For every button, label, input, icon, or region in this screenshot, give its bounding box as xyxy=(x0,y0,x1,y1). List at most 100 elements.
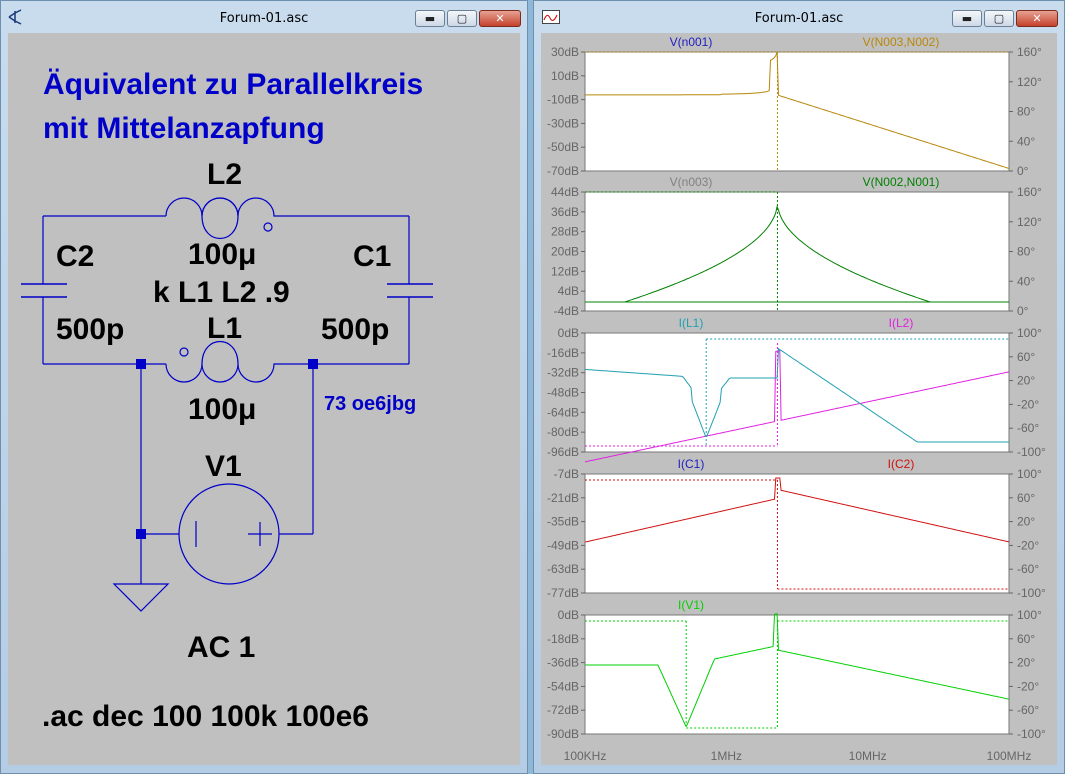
trace-label: I(V1) xyxy=(678,598,704,612)
y-axis-tick-label: -96dB xyxy=(547,445,579,459)
magnitude-trace xyxy=(585,205,1009,303)
trace-label: V(n001) xyxy=(670,35,713,49)
magnitude-trace xyxy=(584,477,1010,543)
C2-value-label: 500p xyxy=(56,313,124,346)
y-axis-tick-label: 20dB xyxy=(551,245,579,259)
maximize-icon: ▢ xyxy=(993,12,1005,25)
y-axis-tick-label: -49dB xyxy=(547,538,579,552)
trace-label: I(C1) xyxy=(678,457,705,471)
y-axis-tick-label: 4dB xyxy=(558,284,579,298)
ac-analysis-directive: .ac dec 100 100k 100e6 xyxy=(42,700,369,733)
magnitude-trace xyxy=(584,349,1010,463)
phase-axis-tick-label: 100° xyxy=(1017,608,1042,622)
maximize-button[interactable]: ▢ xyxy=(447,10,477,27)
y-axis-tick-label: -90dB xyxy=(547,727,579,741)
C2-name-label: C2 xyxy=(56,240,94,273)
y-axis-tick-label: -32dB xyxy=(547,366,579,380)
phase-axis-tick-label: -100° xyxy=(1017,445,1046,459)
y-axis-tick-label: 12dB xyxy=(551,264,579,278)
y-axis-tick-label: 0dB xyxy=(558,608,579,622)
trace-label: I(L2) xyxy=(889,316,914,330)
y-axis-tick-label: -70dB xyxy=(547,164,579,178)
y-axis-tick-label: -80dB xyxy=(547,425,579,439)
phase-axis-tick-label: 80° xyxy=(1017,105,1035,119)
phase-axis-tick-label: 20° xyxy=(1017,374,1035,388)
phase-axis-tick-label: 60° xyxy=(1017,491,1035,505)
phase-axis-tick-label: 60° xyxy=(1017,350,1035,364)
phase-axis-tick-label: -60° xyxy=(1017,421,1039,435)
phase-axis-tick-label: 160° xyxy=(1017,45,1042,59)
plot-pane-2[interactable]: 44dB 36dB 28dB 20dB 12dB 4dB -4dB 160° 120° 80° 40… xyxy=(551,175,1042,318)
window-title: Forum-01.asc xyxy=(754,11,844,26)
minimize-button[interactable]: ▬ xyxy=(415,10,445,27)
L1-name-label: L1 xyxy=(207,312,242,345)
phase-axis-tick-label: 0° xyxy=(1017,304,1029,318)
y-axis-tick-label: 36dB xyxy=(551,205,579,219)
x-axis-tick-label: 10MHz xyxy=(849,749,887,763)
V1-value-label: AC 1 xyxy=(187,631,255,664)
trace-label: V(n003) xyxy=(670,175,713,189)
phase-axis-tick-label: -100° xyxy=(1017,586,1046,600)
phase-axis-tick-label: 120° xyxy=(1017,75,1042,89)
inductor-L2-coil xyxy=(165,197,288,217)
minimize-button[interactable]: ▬ xyxy=(952,10,982,27)
y-axis-tick-label: -36dB xyxy=(547,656,579,670)
maximize-button[interactable]: ▢ xyxy=(984,10,1014,27)
phase-axis-tick-label: 160° xyxy=(1017,185,1042,199)
inductor-L1-coil xyxy=(165,363,288,383)
magnitude-trace xyxy=(585,613,1010,727)
y-axis-tick-label: -16dB xyxy=(547,346,579,360)
waveform-window: Forum-01.asc ▬ ▢ ✕ 30dB 10dB -10dB -30dB -50… xyxy=(533,0,1065,774)
plot-pane-1[interactable]: 30dB 10dB -10dB -30dB -50dB -70dB 160° 120° 80° 4… xyxy=(547,35,1042,178)
minimize-icon: ▬ xyxy=(424,12,436,25)
junction-dots xyxy=(136,359,318,539)
maximize-icon: ▢ xyxy=(456,12,468,25)
y-axis-tick-label: -64dB xyxy=(547,405,579,419)
magnitude-trace xyxy=(585,52,1010,169)
minimize-icon: ▬ xyxy=(961,12,973,25)
trace-label: I(L1) xyxy=(679,316,704,330)
trace-label: V(N002,N001) xyxy=(863,175,940,189)
schematic-window: Forum-01.asc ▬ ▢ ✕ Äquivalent zu Paralle… xyxy=(0,0,528,774)
y-axis-tick-label: -63dB xyxy=(547,562,579,576)
close-button[interactable]: ✕ xyxy=(479,10,521,27)
y-axis-tick-label: -54dB xyxy=(547,679,579,693)
phase-axis-tick-label: 20° xyxy=(1017,656,1035,670)
title-bar[interactable]: Forum-01.asc ▬ ▢ ✕ xyxy=(1,1,527,33)
y-axis-tick-label: -4dB xyxy=(554,304,579,318)
schematic-canvas[interactable]: Äquivalent zu Parallelkreis mit Mittelan… xyxy=(8,33,520,765)
plot-area[interactable]: 30dB 10dB -10dB -30dB -50dB -70dB 160° 120° 80° 4… xyxy=(541,33,1057,765)
close-button[interactable]: ✕ xyxy=(1016,10,1058,27)
phase-axis-tick-label: 20° xyxy=(1017,515,1035,529)
phase-axis-tick-label: 100° xyxy=(1017,467,1042,481)
trace-label: I(C2) xyxy=(888,457,915,471)
window-title: Forum-01.asc xyxy=(219,11,309,26)
annotation-text: 73 oe6jbg xyxy=(324,393,416,415)
x-axis-tick-label: 100MHz xyxy=(987,749,1032,763)
magnitude-trace xyxy=(584,347,1009,443)
schematic-heading-line1: Äquivalent zu Parallelkreis xyxy=(43,68,423,101)
phase-axis-tick-label: -100° xyxy=(1017,727,1046,741)
y-axis-tick-label: 0dB xyxy=(558,326,579,340)
x-axis-tick-label: 1MHz xyxy=(711,749,742,763)
V1-name-label: V1 xyxy=(205,450,242,483)
y-axis-tick-label: -7dB xyxy=(554,467,579,481)
y-axis-tick-label: -21dB xyxy=(547,491,579,505)
y-axis-tick-label: 10dB xyxy=(551,69,579,83)
y-axis-tick-label: -10dB xyxy=(547,93,579,107)
plot-pane-5[interactable]: 0dB -18dB -36dB -54dB -72dB -90dB 100° 60° 20° -2… xyxy=(547,598,1046,741)
ltspice-schematic-icon xyxy=(8,9,22,25)
phase-axis-tick-label: -60° xyxy=(1017,703,1039,717)
y-axis-tick-label: -77dB xyxy=(547,586,579,600)
title-bar[interactable]: Forum-01.asc ▬ ▢ ✕ xyxy=(534,1,1064,33)
plot-pane-3[interactable]: 0dB -16dB -32dB -48dB -64dB -80dB -96dB 100° 60°… xyxy=(547,316,1046,459)
schematic-heading-line2: mit Mittelanzapfung xyxy=(43,112,325,145)
trace-label: V(N003,N002) xyxy=(863,35,940,49)
y-axis-tick-label: -35dB xyxy=(547,515,579,529)
y-axis-tick-label: 30dB xyxy=(551,45,579,59)
phase-axis-tick-label: 120° xyxy=(1017,215,1042,229)
plot-pane-4[interactable]: -7dB -21dB -35dB -49dB -63dB -77dB 100° 60° 20° -… xyxy=(547,457,1046,600)
phase-axis-tick-label: -20° xyxy=(1017,538,1039,552)
close-icon: ✕ xyxy=(495,12,505,25)
y-axis-tick-label: -30dB xyxy=(547,116,579,130)
